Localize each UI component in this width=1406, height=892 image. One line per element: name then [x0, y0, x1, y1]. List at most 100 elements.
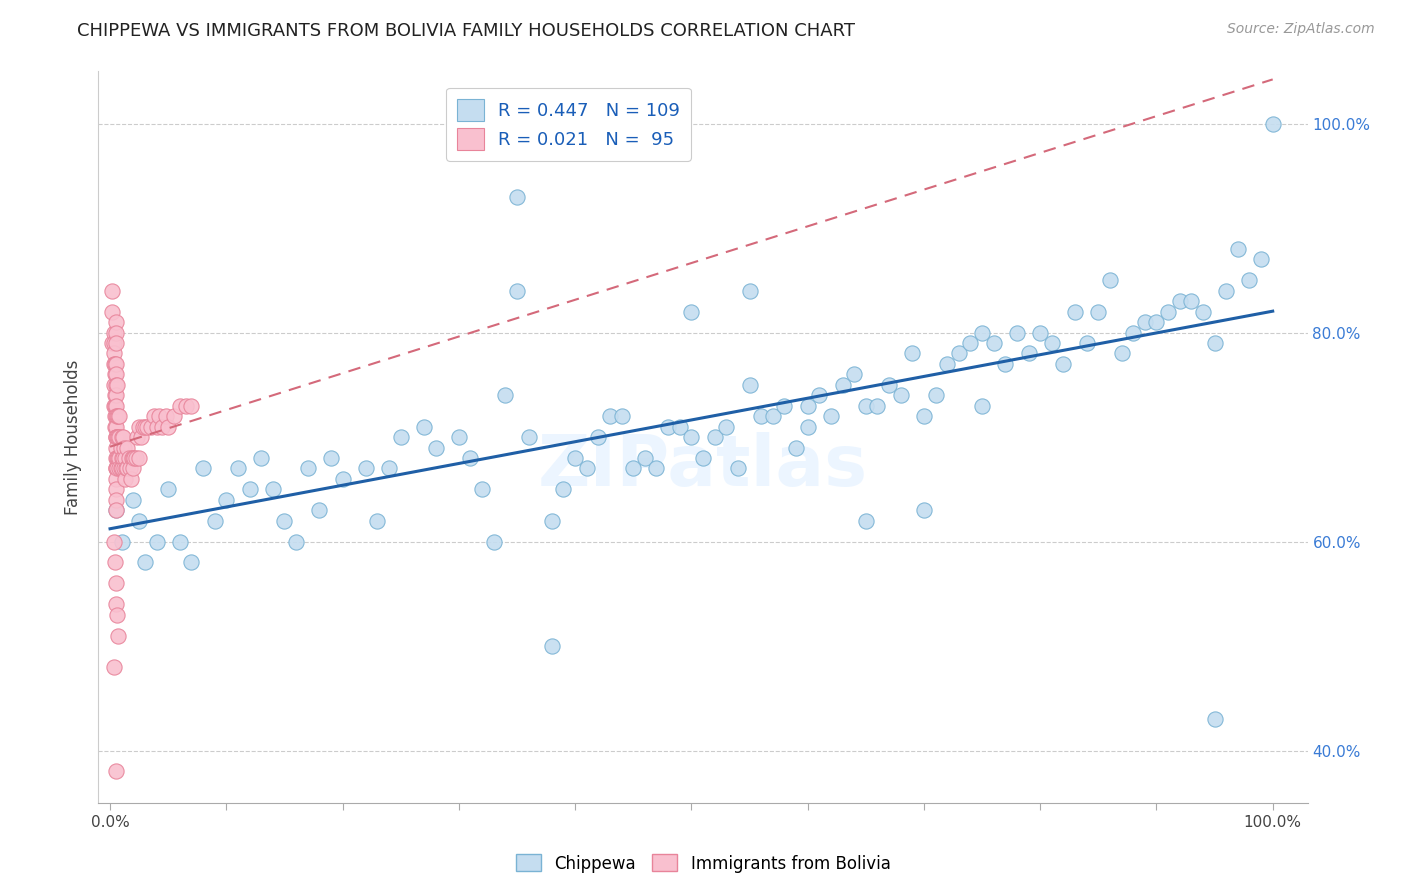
Point	[104, 492, 127, 507]
Point	[844, 368, 866, 382]
Point	[796, 399, 818, 413]
Point	[610, 409, 633, 424]
Point	[104, 597, 127, 611]
Point	[114, 472, 136, 486]
Point	[104, 409, 127, 424]
Point	[506, 284, 529, 298]
Point	[1133, 315, 1156, 329]
Point	[122, 461, 145, 475]
Point	[983, 336, 1005, 351]
Point	[115, 461, 138, 475]
Point	[808, 388, 831, 402]
Point	[105, 461, 128, 475]
Point	[621, 461, 644, 475]
Point	[131, 419, 153, 434]
Point	[131, 430, 153, 444]
Point	[143, 409, 166, 424]
Point	[104, 503, 127, 517]
Point	[134, 419, 156, 434]
Point	[506, 190, 529, 204]
Point	[1215, 284, 1237, 298]
Point	[155, 409, 177, 424]
Point	[104, 576, 127, 591]
Point	[111, 430, 134, 444]
Point	[104, 419, 127, 434]
Point	[912, 503, 935, 517]
Point	[105, 430, 128, 444]
Point	[105, 409, 128, 424]
Point	[738, 377, 761, 392]
Point	[101, 304, 124, 318]
Point	[262, 483, 284, 497]
Point	[104, 461, 127, 475]
Point	[104, 399, 127, 413]
Text: Source: ZipAtlas.com: Source: ZipAtlas.com	[1227, 22, 1375, 37]
Point	[145, 419, 167, 434]
Point	[1180, 294, 1202, 309]
Point	[104, 315, 127, 329]
Point	[120, 472, 142, 486]
Point	[540, 514, 562, 528]
Point	[191, 461, 214, 475]
Point	[104, 450, 127, 465]
Point	[460, 450, 482, 465]
Point	[226, 461, 249, 475]
Point	[389, 430, 412, 444]
Point	[1204, 336, 1226, 351]
Point	[104, 326, 127, 340]
Point	[634, 450, 657, 465]
Point	[1040, 336, 1063, 351]
Point	[112, 461, 135, 475]
Point	[1144, 315, 1167, 329]
Point	[948, 346, 970, 360]
Point	[110, 441, 132, 455]
Point	[104, 368, 127, 382]
Text: ZIPatlas: ZIPatlas	[538, 432, 868, 500]
Point	[564, 450, 586, 465]
Point	[103, 326, 125, 340]
Point	[169, 534, 191, 549]
Point	[447, 430, 470, 444]
Point	[108, 430, 131, 444]
Point	[668, 419, 690, 434]
Point	[285, 534, 308, 549]
Point	[1250, 252, 1272, 267]
Point	[180, 556, 202, 570]
Point	[738, 284, 761, 298]
Point	[163, 409, 186, 424]
Point	[105, 607, 128, 622]
Point	[681, 430, 703, 444]
Point	[128, 514, 150, 528]
Point	[866, 399, 889, 413]
Point	[101, 336, 124, 351]
Point	[108, 461, 131, 475]
Point	[104, 483, 127, 497]
Point	[970, 399, 993, 413]
Point	[180, 399, 202, 413]
Legend: Chippewa, Immigrants from Bolivia: Chippewa, Immigrants from Bolivia	[509, 847, 897, 880]
Point	[103, 357, 125, 371]
Point	[215, 492, 238, 507]
Point	[104, 556, 127, 570]
Point	[553, 483, 575, 497]
Point	[107, 409, 129, 424]
Point	[1005, 326, 1028, 340]
Point	[124, 450, 146, 465]
Point	[114, 450, 136, 465]
Point	[1052, 357, 1074, 371]
Point	[118, 450, 141, 465]
Point	[1192, 304, 1215, 318]
Point	[104, 441, 127, 455]
Point	[104, 399, 127, 413]
Point	[749, 409, 772, 424]
Point	[378, 461, 401, 475]
Point	[703, 430, 725, 444]
Point	[762, 409, 785, 424]
Point	[136, 419, 159, 434]
Point	[121, 450, 143, 465]
Point	[104, 409, 127, 424]
Point	[1122, 326, 1144, 340]
Point	[111, 430, 134, 444]
Point	[319, 450, 342, 465]
Point	[111, 534, 134, 549]
